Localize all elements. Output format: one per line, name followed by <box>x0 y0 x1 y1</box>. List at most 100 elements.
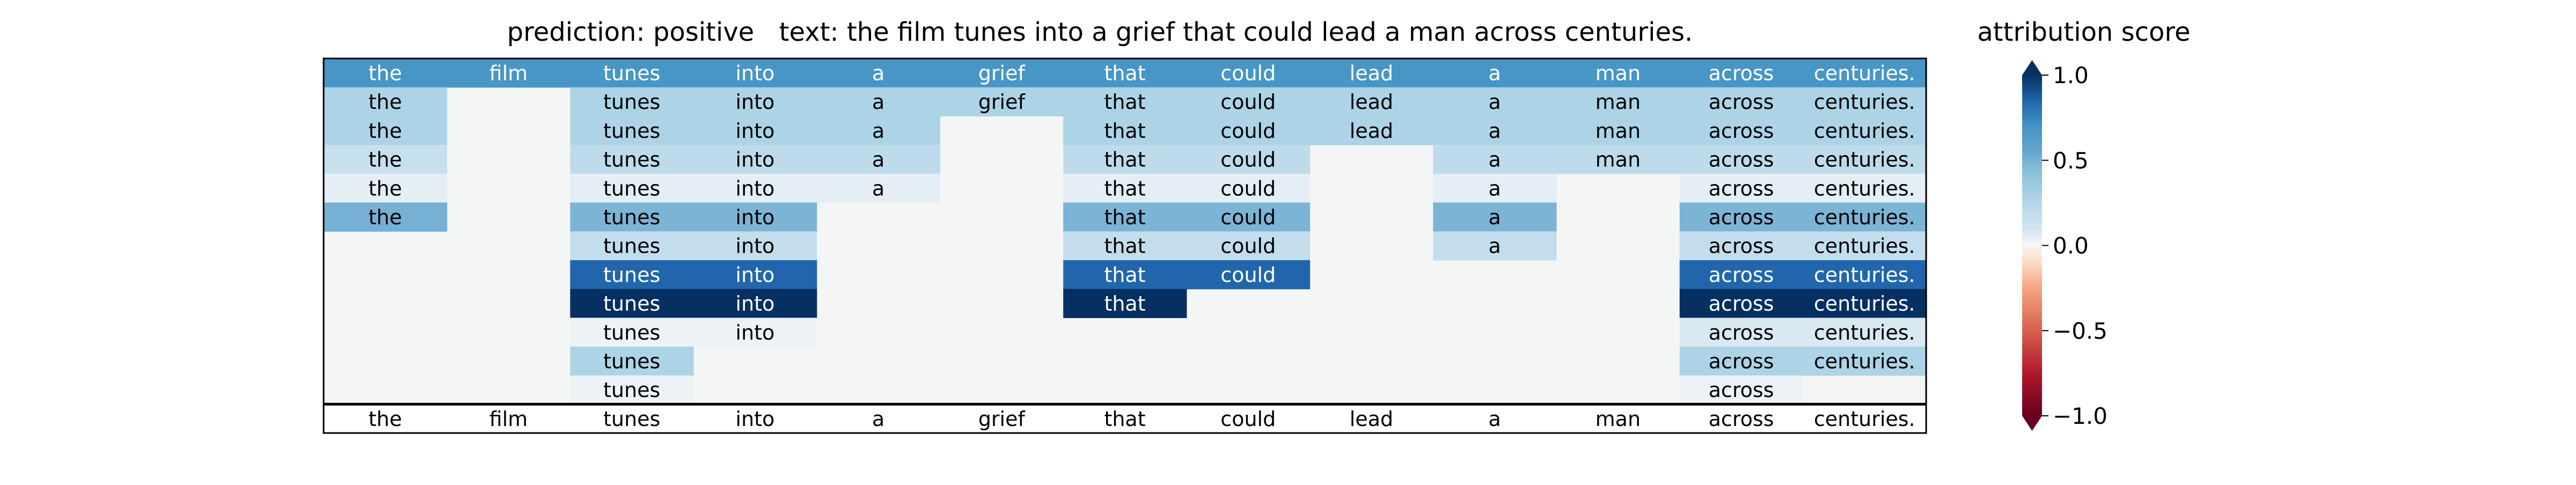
heatmap-cell <box>940 87 1064 116</box>
heatmap-cell <box>570 145 694 174</box>
cell-token-label: tunes <box>603 90 660 114</box>
heatmap-cells: the film tunes into a grief that could lead a man a… <box>323 57 1927 434</box>
cell-token-label: that <box>1104 205 1145 229</box>
cell-token-label: lead <box>1350 62 1393 85</box>
cell-token-label: the <box>369 177 402 200</box>
reference-token-label: tunes <box>603 407 660 431</box>
cell-token-label: tunes <box>603 148 660 172</box>
cell-token-label: a <box>872 177 884 200</box>
cell-token-label: tunes <box>603 205 660 229</box>
heatmap-cell <box>1556 145 1680 174</box>
cell-token-label: into <box>736 205 775 229</box>
cell-token-label: the <box>369 90 402 114</box>
cell-token-label: tunes <box>603 378 660 402</box>
cell-token-label: tunes <box>603 234 660 258</box>
reference-token-label: across <box>1709 407 1774 431</box>
heatmap-cell <box>1803 202 1927 232</box>
cell-token-label: across <box>1709 292 1774 315</box>
heatmap-cell <box>1679 318 1803 347</box>
cell-token-label: could <box>1220 119 1276 143</box>
cell-token-label: into <box>736 177 775 200</box>
colorbar-label: attribution score <box>1977 17 2190 47</box>
heatmap-cell <box>1186 145 1311 174</box>
cell-token-label: could <box>1220 177 1276 200</box>
heatmap-cell <box>1556 87 1680 116</box>
heatmap-cell <box>1186 87 1311 116</box>
heatmap-cell <box>1063 87 1187 116</box>
heatmap-cell <box>816 173 941 203</box>
cell-token-label: across <box>1709 205 1774 229</box>
cell-token-label: tunes <box>603 321 660 344</box>
cell-token-label: tunes <box>603 263 660 286</box>
heatmap-cell <box>570 202 694 232</box>
heatmap-cell <box>1803 116 1927 145</box>
cell-token-label: tunes <box>603 177 660 200</box>
heatmap-cell <box>570 375 694 405</box>
heatmap-cell <box>1679 202 1803 232</box>
reference-token-label: lead <box>1350 407 1393 431</box>
heatmap-cell <box>324 116 448 145</box>
heatmap-cell <box>693 87 817 116</box>
cell-token-label: into <box>736 234 775 258</box>
cell-token-label: could <box>1220 90 1276 114</box>
reference-row <box>324 404 1927 433</box>
input-text-label: text: the film tunes into a grief that c… <box>779 17 1693 47</box>
reference-token-label: the <box>369 407 402 431</box>
colorbar-tick-label: 0.0 <box>2053 233 2089 259</box>
heatmap-cell <box>1803 58 1927 88</box>
heatmap-cell <box>1063 202 1187 232</box>
cell-token-label: film <box>489 62 528 85</box>
heatmap-cell <box>693 116 817 145</box>
cell-token-label: the <box>369 119 402 143</box>
colorbar-tick-label: −1.0 <box>2053 403 2107 429</box>
heatmap-cell <box>1679 87 1803 116</box>
cell-token-label: centuries. <box>1814 90 1915 114</box>
cell-token-label: tunes <box>603 119 660 143</box>
cell-token-label: across <box>1709 119 1774 143</box>
heatmap-cell <box>1309 87 1433 116</box>
cell-token-label: that <box>1104 62 1145 85</box>
cell-token-label: could <box>1220 148 1276 172</box>
prediction-label: prediction: positive <box>507 17 755 47</box>
cell-token-label: into <box>736 263 775 286</box>
cell-token-label: a <box>1489 90 1501 114</box>
cell-token-label: centuries. <box>1814 119 1915 143</box>
heatmap-cell <box>1556 58 1680 88</box>
heatmap-cell <box>570 318 694 347</box>
heatmap-cell <box>940 58 1064 88</box>
heatmap-cell <box>1803 173 1927 203</box>
heatmap-cell <box>570 116 694 145</box>
cell-token-label: across <box>1709 234 1774 258</box>
heatmap-cell <box>570 173 694 203</box>
cell-token-label: a <box>1489 119 1501 143</box>
heatmap-cell <box>1063 173 1187 203</box>
heatmap-cell <box>1063 231 1187 261</box>
heatmap-cell <box>816 87 941 116</box>
cell-token-label: centuries. <box>1814 263 1915 286</box>
colorbar: 1.0 0.5 0.0 −0.5 −1.0 <box>2022 60 2107 431</box>
cell-token-label: could <box>1220 234 1276 258</box>
heatmap-cell <box>1679 375 1803 405</box>
heatmap-cell <box>570 58 694 88</box>
heatmap-cell <box>1063 58 1187 88</box>
cell-token-label: into <box>736 321 775 344</box>
heatmap-cell <box>1803 260 1927 290</box>
heatmap-cell <box>1679 260 1803 290</box>
cell-token-label: a <box>872 62 884 85</box>
reference-token-label: centuries. <box>1814 407 1915 431</box>
reference-token-label: that <box>1104 407 1145 431</box>
cell-token-label: across <box>1709 148 1774 172</box>
cell-token-label: into <box>736 90 775 114</box>
cell-token-label: into <box>736 119 775 143</box>
cell-token-label: centuries. <box>1814 292 1915 315</box>
colorbar-tick-label: 1.0 <box>2053 62 2089 89</box>
heatmap-cell <box>1803 87 1927 116</box>
cell-token-label: centuries. <box>1814 234 1915 258</box>
cell-token-label: grief <box>978 62 1026 85</box>
cell-token-label: that <box>1104 90 1145 114</box>
reference-token-label: film <box>489 407 528 431</box>
heatmap-cell <box>1309 116 1433 145</box>
cell-token-label: a <box>872 119 884 143</box>
cell-token-label: that <box>1104 263 1145 286</box>
cell-token-label: centuries. <box>1814 205 1915 229</box>
